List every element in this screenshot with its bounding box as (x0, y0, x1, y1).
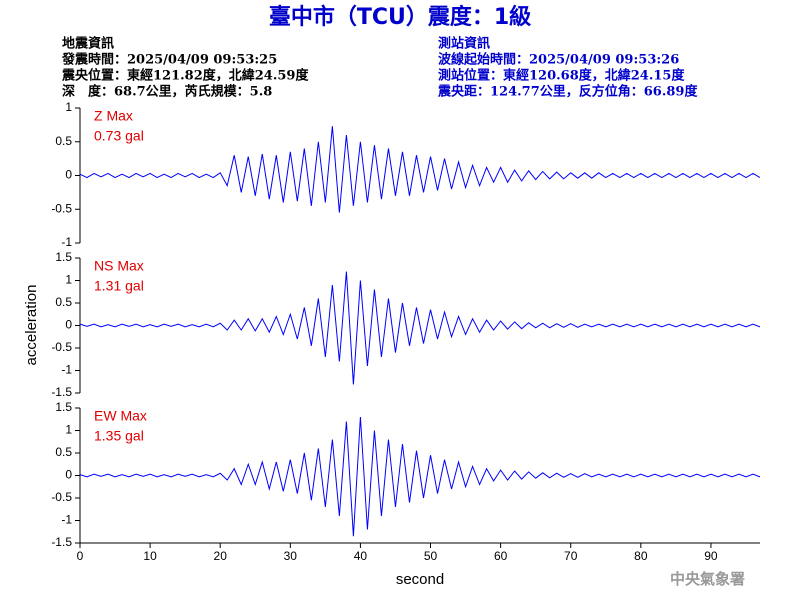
y-tick-label: 0 (65, 318, 72, 332)
y-tick-label: 1 (65, 273, 72, 287)
x-tick-label: 70 (564, 549, 578, 563)
annotation: 1.35 gal (94, 428, 144, 444)
x-tick-label: 80 (634, 549, 648, 563)
x-tick-label: 50 (424, 549, 438, 563)
annotation: Z Max (94, 108, 133, 124)
y-tick-label: 0 (65, 468, 72, 482)
annotation: NS Max (94, 258, 144, 274)
y-tick-label: -1.5 (51, 385, 72, 399)
x-tick-label: 60 (494, 549, 508, 563)
annotation: 0.73 gal (94, 128, 144, 144)
station-info: 震央距：124.77公里，反方位角：66.89度 (437, 84, 698, 100)
x-tick-label: 30 (284, 549, 298, 563)
y-tick-label: 0.5 (55, 445, 72, 459)
waveform (79, 126, 761, 213)
x-tick-label: 40 (354, 549, 368, 563)
y-tick-label: 0 (65, 168, 72, 182)
x-tick-label: 0 (77, 549, 84, 563)
earthquake-info: 震央位置：東經121.82度，北緯24.59度 (61, 68, 309, 84)
station-info: 波線起始時間：2025/04/09 09:53:26 (438, 52, 679, 68)
y-tick-label: 1 (65, 100, 72, 114)
y-tick-label: -1.5 (51, 535, 72, 549)
y-tick-label: -0.5 (51, 490, 72, 504)
y-tick-label: 1.5 (55, 250, 72, 264)
station-info: 測站位置：東經120.68度，北緯24.15度 (438, 68, 685, 84)
earthquake-info: 深 度：68.7公里，芮氏規模：5.8 (62, 84, 272, 100)
annotation: 1.31 gal (94, 278, 144, 294)
y-tick-label: 1 (65, 423, 72, 437)
y-tick-label: -1 (61, 235, 72, 249)
earthquake-info: 地震資訊 (62, 36, 114, 52)
waveform (79, 416, 761, 537)
y-tick-label: -1 (61, 513, 72, 527)
agency-label: 中央氣象署 (670, 570, 745, 588)
x-axis-label: second (396, 571, 444, 588)
x-tick-label: 20 (214, 549, 228, 563)
y-tick-label: -1 (61, 363, 72, 377)
y-tick-label: -0.5 (51, 201, 72, 215)
y-tick-label: 1.5 (55, 400, 72, 414)
y-tick-label: 0.5 (55, 295, 72, 309)
waveform (79, 271, 761, 385)
earthquake-info: 發震時間：2025/04/09 09:53:25 (61, 52, 277, 68)
x-tick-label: 90 (704, 549, 718, 563)
y-tick-label: 0.5 (55, 134, 72, 148)
chart-title: 臺中市（TCU）震度：1級 (269, 4, 531, 30)
x-tick-label: 10 (143, 549, 157, 563)
y-axis-label: acceleration (23, 285, 40, 366)
y-tick-label: -0.5 (51, 340, 72, 354)
station-info: 測站資訊 (438, 36, 490, 52)
annotation: EW Max (94, 408, 147, 424)
